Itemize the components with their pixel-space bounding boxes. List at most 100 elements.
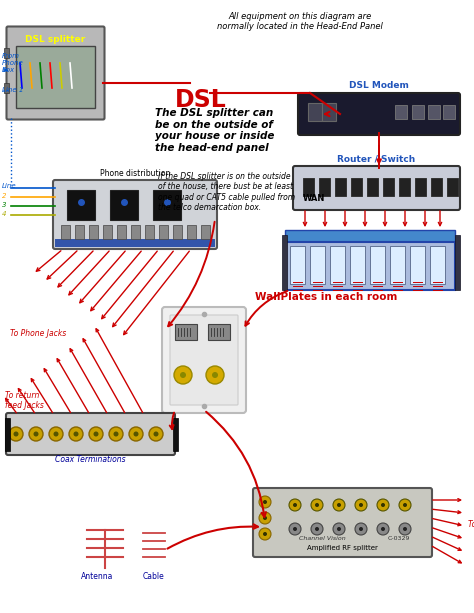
FancyBboxPatch shape (430, 246, 445, 284)
Bar (89, 225, 98, 239)
Circle shape (337, 527, 341, 531)
FancyBboxPatch shape (415, 178, 426, 196)
Bar (103, 225, 112, 239)
FancyBboxPatch shape (285, 242, 455, 290)
FancyBboxPatch shape (175, 324, 197, 340)
Text: Cable: Cable (143, 572, 165, 581)
Circle shape (259, 528, 271, 540)
Text: Phone distribution: Phone distribution (100, 169, 170, 178)
FancyBboxPatch shape (162, 307, 246, 413)
Bar (285, 230, 455, 242)
FancyBboxPatch shape (428, 105, 440, 119)
Circle shape (333, 499, 345, 511)
FancyBboxPatch shape (290, 246, 305, 284)
Circle shape (315, 527, 319, 531)
FancyBboxPatch shape (330, 246, 345, 284)
Circle shape (311, 499, 323, 511)
Bar (131, 225, 140, 239)
Text: WallPlates in each room: WallPlates in each room (255, 292, 397, 302)
Bar (187, 225, 196, 239)
Circle shape (89, 427, 103, 441)
FancyBboxPatch shape (319, 178, 330, 196)
Bar (145, 225, 154, 239)
FancyBboxPatch shape (383, 178, 394, 196)
Bar (173, 418, 178, 451)
Text: From
Phone
Box: From Phone Box (2, 53, 24, 73)
FancyBboxPatch shape (351, 178, 362, 196)
Circle shape (293, 527, 297, 531)
Text: Channel Vision: Channel Vision (299, 536, 346, 541)
Circle shape (337, 503, 341, 507)
Circle shape (359, 503, 363, 507)
Circle shape (263, 516, 267, 520)
Circle shape (399, 499, 411, 511)
Bar (117, 225, 126, 239)
FancyBboxPatch shape (410, 246, 425, 284)
Text: To Phone Jacks: To Phone Jacks (10, 329, 66, 338)
FancyBboxPatch shape (298, 93, 460, 135)
Circle shape (293, 503, 297, 507)
Bar (201, 225, 210, 239)
FancyBboxPatch shape (16, 46, 95, 108)
Circle shape (149, 427, 163, 441)
Circle shape (403, 527, 407, 531)
Circle shape (9, 427, 23, 441)
Text: To Coax Jacks: To Coax Jacks (468, 520, 474, 529)
Circle shape (259, 512, 271, 524)
Circle shape (73, 432, 79, 436)
FancyBboxPatch shape (447, 178, 458, 196)
Text: DSL splitter: DSL splitter (25, 36, 85, 45)
Bar (4, 48, 9, 58)
FancyBboxPatch shape (7, 26, 104, 120)
Text: WAN: WAN (303, 194, 325, 203)
Text: To return
feed Jacks: To return feed Jacks (5, 390, 44, 410)
Text: DSL: DSL (175, 88, 227, 112)
Text: Coax Terminations: Coax Terminations (55, 455, 125, 464)
FancyBboxPatch shape (153, 190, 181, 220)
Bar (173, 225, 182, 239)
Text: Router / Switch: Router / Switch (337, 154, 415, 163)
Circle shape (311, 523, 323, 535)
Bar (61, 225, 70, 239)
FancyBboxPatch shape (110, 190, 138, 220)
Circle shape (333, 523, 345, 535)
Text: DSL Modem: DSL Modem (349, 81, 409, 90)
Circle shape (355, 523, 367, 535)
FancyBboxPatch shape (67, 190, 95, 220)
Circle shape (93, 432, 99, 436)
Circle shape (13, 432, 18, 436)
FancyBboxPatch shape (6, 413, 175, 455)
Circle shape (34, 432, 38, 436)
Circle shape (54, 432, 58, 436)
Circle shape (206, 366, 224, 384)
Text: Amplified RF splitter: Amplified RF splitter (307, 545, 377, 551)
FancyBboxPatch shape (170, 315, 238, 405)
Bar (75, 225, 84, 239)
Text: Line: Line (2, 183, 17, 189)
Text: Line 1: Line 1 (2, 87, 23, 93)
Text: 4: 4 (2, 211, 7, 217)
Circle shape (381, 503, 385, 507)
FancyBboxPatch shape (395, 105, 407, 119)
Circle shape (377, 499, 389, 511)
Circle shape (399, 523, 411, 535)
Circle shape (174, 366, 192, 384)
FancyBboxPatch shape (293, 166, 460, 210)
FancyBboxPatch shape (53, 180, 217, 249)
FancyBboxPatch shape (399, 178, 410, 196)
FancyBboxPatch shape (350, 246, 365, 284)
FancyBboxPatch shape (208, 324, 230, 340)
Circle shape (289, 499, 301, 511)
Text: 3: 3 (2, 202, 7, 208)
Bar (282, 235, 287, 290)
Circle shape (355, 499, 367, 511)
Circle shape (134, 432, 138, 436)
Circle shape (109, 427, 123, 441)
Text: C-0329: C-0329 (388, 536, 410, 541)
FancyBboxPatch shape (412, 105, 424, 119)
FancyBboxPatch shape (335, 178, 346, 196)
Circle shape (263, 532, 267, 536)
Bar (159, 225, 168, 239)
Text: If the DSL splitter is on the outside
of the house, there bust be at least
one q: If the DSL splitter is on the outside of… (158, 172, 295, 212)
FancyBboxPatch shape (310, 246, 325, 284)
